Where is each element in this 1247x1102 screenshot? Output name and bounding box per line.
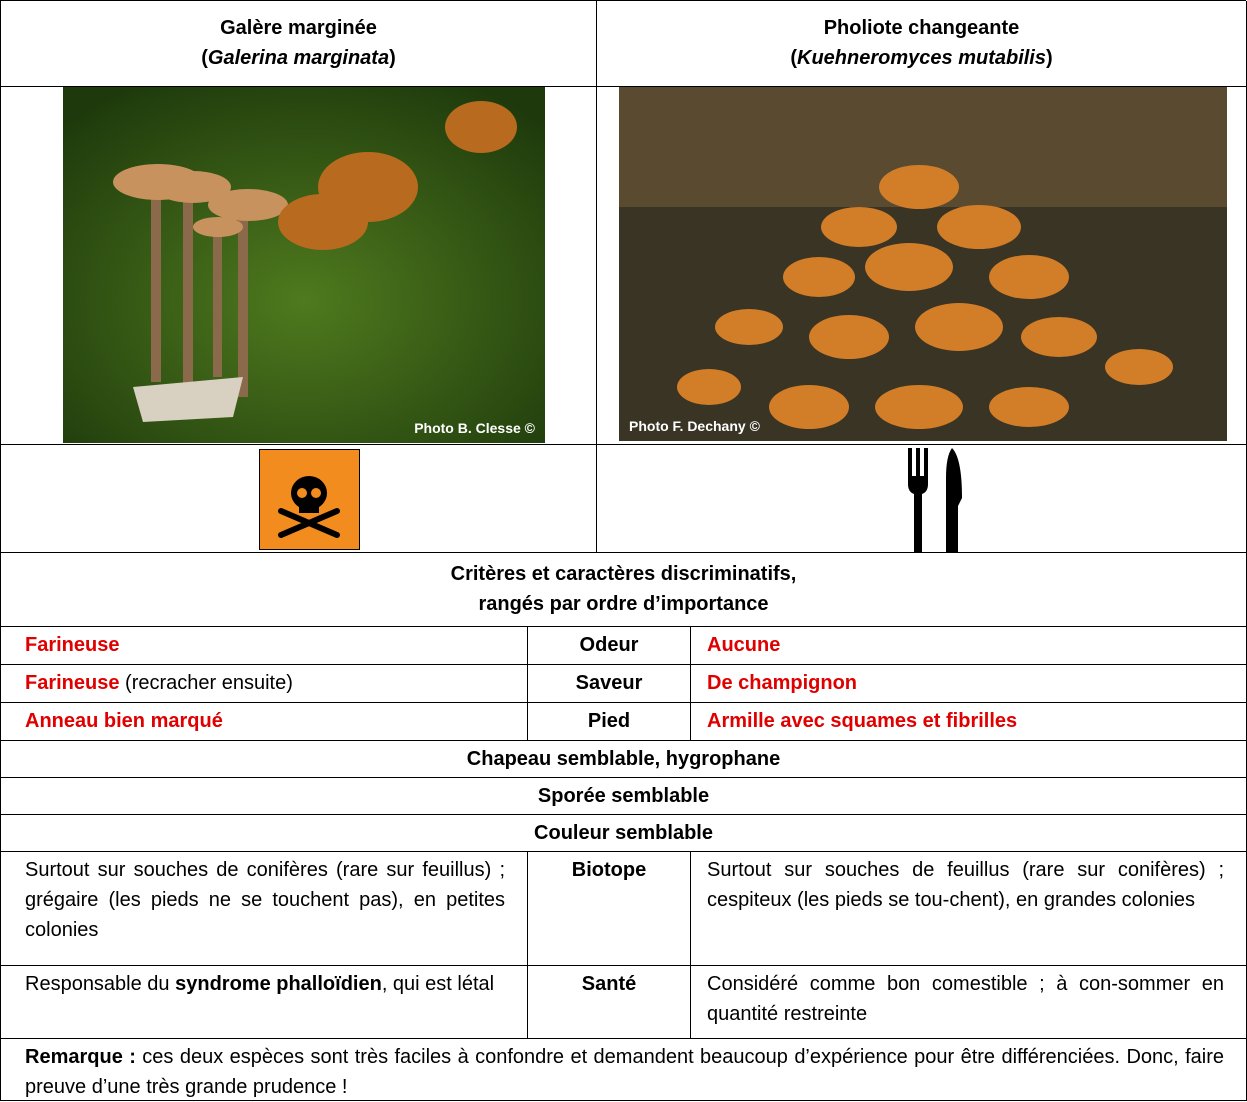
- right-cell: Aucune: [691, 627, 1247, 665]
- text: Responsable du: [25, 973, 176, 995]
- edible-icon: [908, 448, 962, 552]
- criterion-label: Saveur: [528, 665, 691, 703]
- title-line: Critères et caractères discriminatifs,: [450, 563, 797, 585]
- species-name: Pholiote changeante: [823, 17, 1020, 39]
- text: Surtout sur souches de feuillus (rare su…: [707, 859, 1224, 911]
- criteria-title: Critères et caractères discriminatifs, r…: [1, 553, 1247, 627]
- header-cell: Pholiote changeante (Kuehneromyces mutab…: [597, 1, 1247, 87]
- criterion-label: Santé: [528, 966, 691, 1039]
- text: Aucune: [707, 634, 781, 656]
- shared-row: Sporée semblable: [1, 778, 1247, 815]
- paren: (: [790, 47, 798, 69]
- shared-row: Couleur semblable: [1, 815, 1247, 852]
- toxic-icon: [259, 449, 360, 550]
- text: syndrome phalloïdien: [175, 973, 382, 995]
- latin: Galerina marginata: [207, 47, 390, 69]
- left-cell: Farineuse: [1, 627, 528, 665]
- paren: ): [389, 47, 396, 69]
- right-cell: Armille avec squames et fibrilles: [691, 703, 1247, 741]
- icon-cell: [597, 445, 1247, 553]
- paren: ): [1045, 47, 1053, 69]
- criterion-label: Pied: [528, 703, 691, 741]
- photo: Photo F. Dechany ©: [619, 87, 1227, 441]
- paren: (: [201, 47, 208, 69]
- photo: Photo B. Clesse ©: [63, 87, 545, 443]
- criterion-label: Biotope: [528, 852, 691, 966]
- text: Farineuse: [25, 672, 120, 694]
- left-cell: Surtout sur souches de conifères (rare s…: [1, 852, 528, 966]
- remark-label: Remarque :: [25, 1046, 136, 1068]
- text: , qui est létal: [381, 973, 495, 995]
- title-line: rangés par ordre d’importance: [478, 593, 769, 615]
- photo-credit: Photo B. Clesse ©: [414, 420, 535, 436]
- photo-cell: Photo F. Dechany ©: [597, 87, 1247, 445]
- right-cell: De champignon: [691, 665, 1247, 703]
- text: (recracher ensuite): [119, 672, 293, 694]
- icon-cell: [1, 445, 597, 553]
- latin-name: (Galerina marginata): [5, 43, 592, 73]
- text: Farineuse: [25, 634, 120, 656]
- criterion-label: Odeur: [528, 627, 691, 665]
- text: Armille avec squames et fibrilles: [707, 710, 1018, 732]
- latin-name: (Kuehneromyces mutabilis): [601, 43, 1242, 73]
- text: De champignon: [707, 672, 858, 694]
- remark: Remarque : ces deux espèces sont très fa…: [1, 1039, 1247, 1101]
- left-cell: Responsable du syndrome phalloïdien, qui…: [1, 966, 528, 1039]
- species-name: Galère marginée: [220, 17, 377, 39]
- right-cell: Considéré comme bon comestible ; à con-s…: [691, 966, 1247, 1039]
- remark-text: ces deux espèces sont très faciles à con…: [25, 1046, 1225, 1098]
- left-cell: Anneau bien marqué: [1, 703, 528, 741]
- photo-credit: Photo F. Dechany ©: [629, 418, 761, 434]
- latin: Kuehneromyces mutabilis: [797, 47, 1046, 69]
- text: Considéré comme bon comestible ; à con-s…: [707, 973, 1224, 1025]
- left-cell: Farineuse (recracher ensuite): [1, 665, 528, 703]
- shared-row: Chapeau semblable, hygrophane: [1, 741, 1247, 778]
- header-cell: Galère marginée (Galerina marginata): [1, 1, 597, 87]
- photo-cell: Photo B. Clesse ©: [1, 87, 597, 445]
- text: Anneau bien marqué: [25, 710, 223, 732]
- right-cell: Surtout sur souches de feuillus (rare su…: [691, 852, 1247, 966]
- text: Surtout sur souches de conifères (rare s…: [25, 859, 505, 941]
